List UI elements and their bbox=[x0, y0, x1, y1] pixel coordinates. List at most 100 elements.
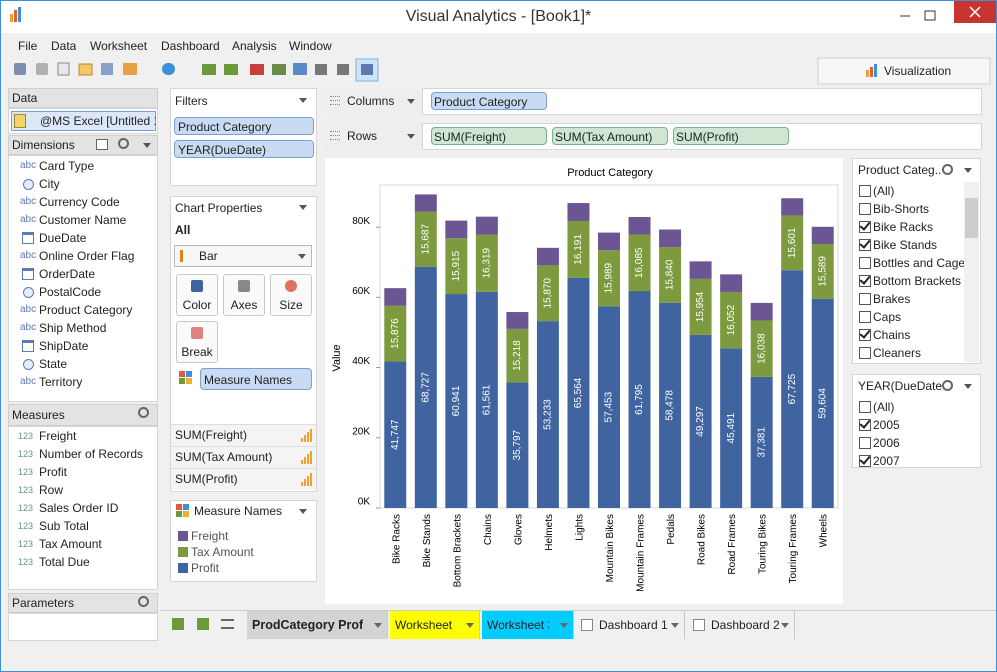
filter-option[interactable]: 2005 bbox=[873, 418, 900, 432]
sheet-tab[interactable] bbox=[688, 611, 795, 639]
menu-item[interactable]: Window bbox=[289, 39, 332, 53]
checkbox[interactable] bbox=[859, 239, 871, 251]
menu-item[interactable]: Dashboard bbox=[161, 39, 220, 53]
filter-option[interactable]: 2007 bbox=[873, 454, 900, 468]
measure-names-pill[interactable]: Measure Names bbox=[200, 368, 312, 390]
measure-field[interactable]: Row bbox=[39, 483, 64, 497]
dimension-field[interactable]: OrderDate bbox=[39, 267, 96, 281]
sheet-tab[interactable] bbox=[482, 611, 574, 639]
filter-option[interactable]: Bike Racks bbox=[873, 220, 934, 234]
visualization-button-frame[interactable] bbox=[817, 57, 991, 85]
legend-entry[interactable]: Freight bbox=[191, 529, 229, 543]
checkbox[interactable] bbox=[859, 221, 871, 233]
filter-option[interactable]: 2006 bbox=[873, 436, 900, 450]
measure-field[interactable]: Number of Records bbox=[39, 447, 144, 461]
checkbox[interactable] bbox=[859, 455, 871, 467]
sheet-list-icon[interactable] bbox=[221, 619, 234, 629]
visualization-button[interactable]: Visualization bbox=[884, 64, 952, 78]
checkbox[interactable] bbox=[859, 275, 871, 287]
table-icon[interactable] bbox=[96, 139, 108, 150]
filter-option[interactable]: Brakes bbox=[873, 292, 911, 306]
new-sheet-icon[interactable] bbox=[172, 618, 184, 630]
dropdown-arrow[interactable] bbox=[671, 623, 679, 628]
filter-pill[interactable]: YEAR(DueDate) bbox=[174, 140, 314, 158]
dropdown-arrow[interactable] bbox=[964, 384, 972, 389]
filter-option[interactable]: Cleaners bbox=[873, 346, 922, 360]
dropdown-arrow[interactable] bbox=[299, 98, 307, 103]
measure-field[interactable]: Total Due bbox=[39, 555, 90, 569]
search-icon[interactable] bbox=[942, 164, 953, 175]
dimension-field[interactable]: ShipDate bbox=[39, 339, 89, 353]
checkbox[interactable] bbox=[859, 419, 871, 431]
dimension-field[interactable]: PostalCode bbox=[39, 285, 102, 299]
dimension-field[interactable]: Customer Name bbox=[39, 213, 127, 227]
dropdown-arrow[interactable] bbox=[560, 623, 568, 628]
checkbox[interactable] bbox=[859, 347, 871, 359]
search-icon[interactable] bbox=[138, 596, 149, 607]
dimension-field[interactable]: Online Order Flag bbox=[39, 249, 135, 263]
filter-option[interactable]: (All) bbox=[873, 400, 895, 414]
shelf-pill[interactable]: Product Category bbox=[431, 92, 547, 110]
dropdown-arrow[interactable] bbox=[374, 623, 382, 628]
chart-type-dropdown[interactable] bbox=[174, 245, 312, 267]
checkbox[interactable] bbox=[859, 329, 871, 341]
shelf-pill[interactable]: SUM(Freight) bbox=[431, 127, 547, 145]
measure-field[interactable]: Sub Total bbox=[39, 519, 89, 533]
shelf-pill[interactable]: SUM(Profit) bbox=[673, 127, 789, 145]
filter-option[interactable]: Chains bbox=[873, 328, 911, 342]
toolbar-icons[interactable] bbox=[14, 58, 379, 82]
menu-item[interactable]: Worksheet bbox=[90, 39, 148, 53]
dimension-field[interactable]: Ship Method bbox=[39, 321, 107, 335]
dropdown-arrow[interactable] bbox=[143, 143, 151, 148]
measure-field[interactable]: Profit bbox=[39, 465, 68, 479]
menu-item[interactable]: Analysis bbox=[232, 39, 277, 53]
scrollbar-thumb[interactable] bbox=[965, 198, 978, 238]
measure-field[interactable]: Sales Order ID bbox=[39, 501, 119, 515]
dimension-field[interactable]: State bbox=[39, 357, 68, 371]
checkbox[interactable] bbox=[859, 185, 871, 197]
legend-entry[interactable]: Tax Amount bbox=[191, 545, 254, 559]
filter-option[interactable]: Bottom Brackets bbox=[873, 274, 962, 288]
dimension-field[interactable]: Card Type bbox=[39, 159, 95, 173]
dimension-field[interactable]: Product Category bbox=[39, 303, 133, 317]
search-icon[interactable] bbox=[942, 380, 953, 391]
checkbox[interactable] bbox=[859, 437, 871, 449]
sheet-tab[interactable] bbox=[390, 611, 480, 639]
dropdown-arrow[interactable] bbox=[407, 99, 415, 104]
dimension-field[interactable]: City bbox=[39, 177, 60, 191]
search-icon[interactable] bbox=[138, 407, 149, 418]
dimension-field[interactable]: Currency Code bbox=[39, 195, 120, 209]
measure-field[interactable]: Freight bbox=[39, 429, 77, 443]
dimension-field[interactable]: Territory bbox=[39, 375, 83, 389]
maximize-button[interactable] bbox=[924, 10, 936, 21]
dropdown-arrow[interactable] bbox=[407, 134, 415, 139]
dropdown-arrow[interactable] bbox=[466, 623, 474, 628]
dimension-field[interactable]: DueDate bbox=[39, 231, 87, 245]
sheet-tab[interactable] bbox=[247, 611, 388, 639]
dropdown-arrow[interactable] bbox=[964, 168, 972, 173]
measure-card-row[interactable] bbox=[171, 424, 316, 446]
dropdown-arrow[interactable] bbox=[781, 623, 789, 628]
menu-item[interactable]: Data bbox=[51, 39, 77, 53]
checkbox[interactable] bbox=[859, 203, 871, 215]
legend-entry[interactable]: Profit bbox=[191, 561, 220, 575]
checkbox[interactable] bbox=[859, 257, 871, 269]
checkbox[interactable] bbox=[859, 293, 871, 305]
filter-option[interactable]: Bib-Shorts bbox=[873, 202, 930, 216]
data-source[interactable] bbox=[11, 111, 156, 131]
dropdown-arrow[interactable] bbox=[299, 509, 307, 514]
filter-option[interactable]: Caps bbox=[873, 310, 902, 324]
dropdown-arrow[interactable] bbox=[298, 254, 306, 259]
filter-pill[interactable]: Product Category bbox=[174, 117, 314, 135]
sheet-tab[interactable] bbox=[576, 611, 685, 639]
shelf-pill[interactable]: SUM(Tax Amount) bbox=[552, 127, 668, 145]
search-icon[interactable] bbox=[118, 138, 129, 149]
checkbox[interactable] bbox=[859, 401, 871, 413]
menu-item[interactable]: File bbox=[18, 39, 38, 53]
filter-option[interactable]: (All) bbox=[873, 184, 895, 198]
new-dashboard-icon[interactable] bbox=[197, 618, 209, 630]
measure-card-row[interactable] bbox=[171, 446, 316, 468]
filter-option[interactable]: Bottles and Cages bbox=[873, 256, 968, 270]
checkbox[interactable] bbox=[859, 311, 871, 323]
measure-card-row[interactable] bbox=[171, 468, 316, 490]
